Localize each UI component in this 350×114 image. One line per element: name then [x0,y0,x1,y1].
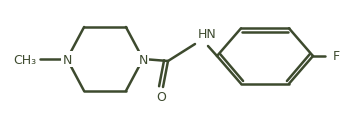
Text: F: F [333,50,340,63]
Text: O: O [156,91,166,104]
Text: CH₃: CH₃ [13,53,36,66]
Text: N: N [138,53,148,66]
Text: HN: HN [198,28,217,41]
Text: N: N [62,53,72,66]
